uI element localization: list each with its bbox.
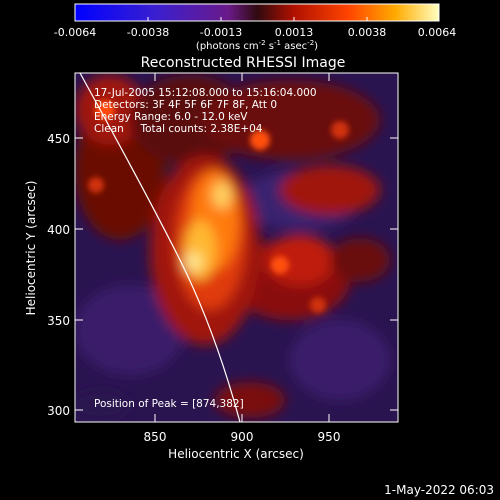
info-line-clean: Clean Total counts: 2.38E+04 bbox=[94, 123, 263, 135]
colorbar-tick-label: -0.0013 bbox=[200, 26, 242, 39]
x-axis-label: Heliocentric X (arcsec) bbox=[168, 447, 304, 461]
y-tick-label: 350 bbox=[47, 314, 70, 328]
colorbar-tick-label: 0.0038 bbox=[348, 26, 387, 39]
y-tick-label: 450 bbox=[47, 132, 70, 146]
colorbar-tick-label: 0.0013 bbox=[275, 26, 314, 39]
colorbar-units: (photons cm-2 s-1 asec-2) bbox=[196, 39, 318, 52]
info-line-energy: Energy Range: 6.0 - 12.0 keV bbox=[94, 111, 248, 123]
colorbar-tick-label: -0.0064 bbox=[54, 26, 96, 39]
y-tick-label: 300 bbox=[47, 404, 70, 418]
peak-position-label: Position of Peak = [874,382] bbox=[94, 398, 244, 410]
info-line-detectors: Detectors: 3F 4F 5F 6F 7F 8F, Att 0 bbox=[94, 99, 277, 111]
x-tick-label: 950 bbox=[318, 430, 341, 444]
colorbar-tick-label: -0.0038 bbox=[127, 26, 169, 39]
emission-map bbox=[75, 73, 398, 422]
colorbar: -0.0064 -0.0038 -0.0013 0.0013 0.0038 0.… bbox=[54, 3, 457, 52]
y-axis-label: Heliocentric Y (arcsec) bbox=[24, 181, 38, 316]
footer-date: 1-May-2022 06:03 bbox=[384, 483, 494, 497]
colorbar-gradient bbox=[74, 3, 440, 22]
x-tick-label: 900 bbox=[231, 430, 254, 444]
colorbar-ticks bbox=[74, 17, 440, 21]
info-line-time: 17-Jul-2005 15:12:08.000 to 15:16:04.000 bbox=[94, 87, 317, 99]
y-tick-label: 400 bbox=[47, 223, 70, 237]
solar-limb-curve bbox=[79, 73, 241, 422]
plot-axes bbox=[74, 72, 399, 423]
image-title: Reconstructed RHESSI Image bbox=[141, 55, 346, 71]
x-tick-label: 850 bbox=[144, 430, 167, 444]
colorbar-tick-label: 0.0064 bbox=[418, 26, 457, 39]
